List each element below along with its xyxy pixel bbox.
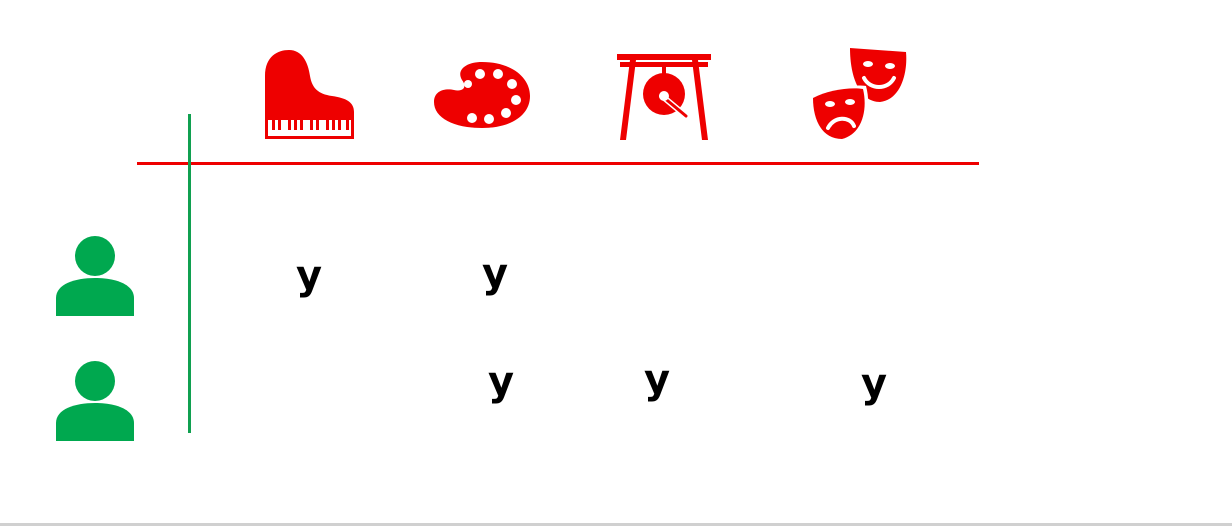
cell-r2-c3: y [644,357,671,403]
cell-r2-c4: y [861,361,888,407]
theater-masks-icon [810,48,907,142]
cell-r1-c2: y [482,251,509,297]
person-icon [56,236,134,316]
palette-icon [434,62,530,128]
row-rule [188,114,191,433]
gong-icon [617,54,711,140]
piano-icon [265,50,354,139]
bottom-border [0,523,1232,526]
cell-r1-c1: y [296,253,323,299]
cell-r2-c2: y [488,359,515,405]
header-rule [137,162,979,165]
person-icon [56,361,134,441]
